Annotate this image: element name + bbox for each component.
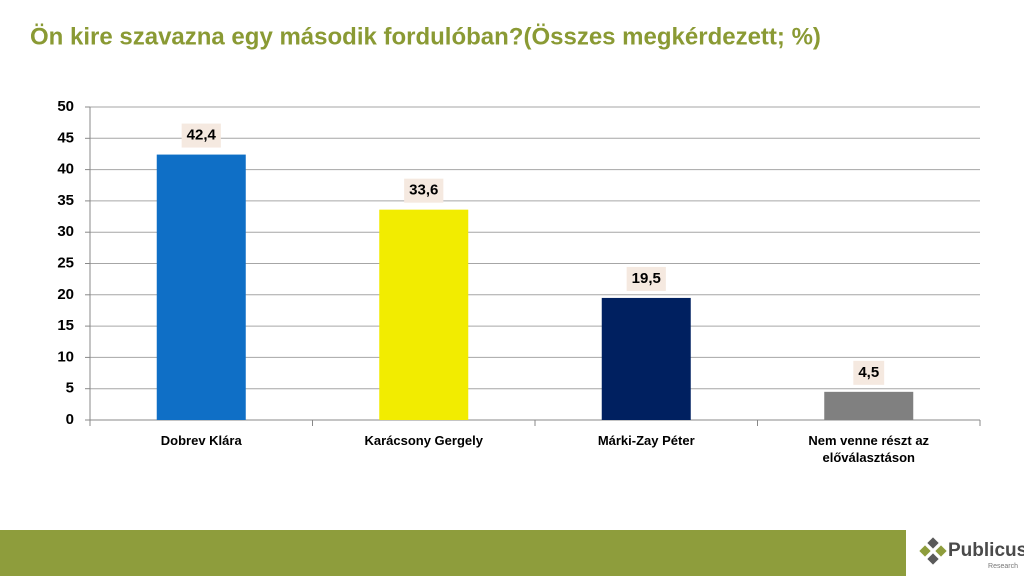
value-label-bg <box>181 123 221 148</box>
bar <box>379 209 469 420</box>
y-tick-label: 10 <box>57 348 74 365</box>
y-tick-label: 45 <box>57 129 74 146</box>
chart-title: Ön kire szavazna egy második fordulóban?… <box>30 23 821 50</box>
x-tick-label: Márki-Zay Péter <box>597 433 695 448</box>
logo-sub: Research <box>988 563 1018 570</box>
x-tick-label: Karácsony Gergely <box>364 433 483 448</box>
y-tick-label: 15 <box>57 317 74 334</box>
y-tick-label: 5 <box>66 380 74 397</box>
value-label-bg <box>404 178 444 203</box>
value-label: 4,5 <box>858 364 879 381</box>
bar <box>824 391 914 420</box>
y-tick-label: 25 <box>57 254 74 271</box>
value-label: 42,4 <box>187 127 217 144</box>
y-tick-label: 0 <box>66 411 74 428</box>
footer-band <box>0 530 906 576</box>
logo-icon <box>919 537 947 565</box>
y-tick-label: 30 <box>57 223 74 240</box>
value-label-bg <box>626 266 666 291</box>
value-label: 33,6 <box>409 182 438 199</box>
bar <box>601 297 691 420</box>
x-tick-label: Dobrev Klára <box>160 433 242 448</box>
logo-name: Publicus <box>948 540 1024 561</box>
value-label-bg <box>853 360 885 385</box>
y-tick-label: 20 <box>57 286 74 303</box>
y-tick-label: 35 <box>57 192 74 209</box>
value-label: 19,5 <box>632 270 661 287</box>
bar <box>156 154 246 421</box>
x-tick-label: Nem venne részt az előválasztáson <box>808 433 930 465</box>
y-tick-label: 40 <box>57 161 74 178</box>
y-tick-label: 50 <box>57 98 74 115</box>
